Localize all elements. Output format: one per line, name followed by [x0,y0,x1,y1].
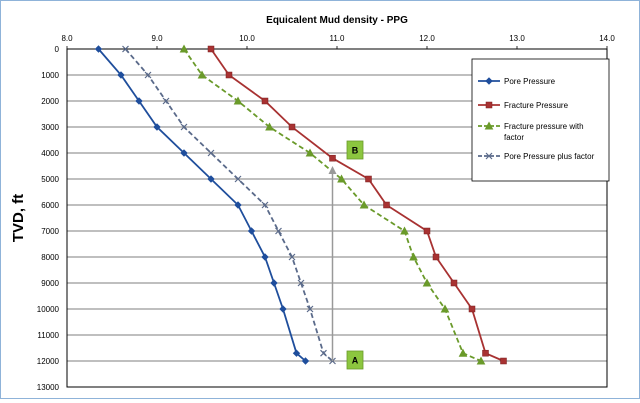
data-point [501,358,507,364]
data-point [262,98,268,104]
y-tick-label: 4000 [41,149,59,158]
y-tick-label: 12000 [37,357,60,366]
y-tick-label: 6000 [41,201,59,210]
y-tick-label: 7000 [41,227,59,236]
data-point [280,306,286,312]
data-point [424,228,430,234]
y-tick-label: 2000 [41,97,59,106]
data-point [433,254,439,260]
data-point [451,280,457,286]
y-tick-label: 13000 [37,383,60,392]
x-tick-label: 12.0 [419,34,435,43]
legend-label: Pore Pressure plus factor [504,152,595,161]
x-tick-label: 8.0 [61,34,73,43]
y-tick-label: 1000 [41,71,59,80]
legend-label: Fracture Pressure [504,101,569,110]
data-point [321,350,327,356]
y-tick-label: 9000 [41,279,59,288]
y-tick-label: 0 [55,45,60,54]
x-tick-label: 13.0 [509,34,525,43]
legend-marker [486,102,492,108]
y-tick-label: 11000 [37,331,59,340]
legend-label: factor [504,133,524,142]
data-point [289,124,295,130]
y-axis-label: TVD, ft [10,194,27,242]
data-point [483,350,489,356]
x-tick-label: 10.0 [239,34,255,43]
y-tick-label: 8000 [41,253,59,262]
data-point [469,306,475,312]
chart-title: Equicalent Mud density - PPG [266,15,408,26]
y-tick-label: 10000 [37,305,60,314]
y-tick-label: 3000 [41,123,59,132]
data-point [460,350,467,357]
data-point [366,176,372,182]
data-point [226,72,232,78]
annotation-label: B [352,146,359,156]
data-point [330,155,336,161]
data-point [271,280,277,286]
legend-label: Pore Pressure [504,77,556,86]
data-point [208,46,214,52]
annotation-label: A [352,356,359,366]
arrow-head [329,166,337,174]
y-tick-label: 5000 [41,175,59,184]
x-tick-label: 11.0 [330,34,346,43]
data-point [384,202,390,208]
legend-label: Fracture pressure with [504,122,584,131]
x-tick-label: 9.0 [151,34,163,43]
x-tick-label: 14.0 [599,34,615,43]
